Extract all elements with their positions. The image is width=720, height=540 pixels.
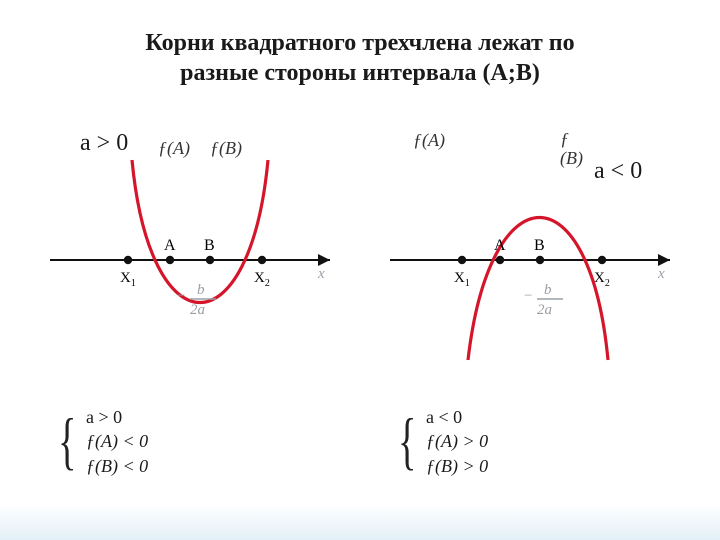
right-dot-x2	[598, 256, 606, 264]
left-cond-3: ƒ(B) < 0	[86, 456, 148, 476]
right-brace-icon: {	[398, 404, 416, 478]
left-A-label: A	[164, 237, 176, 254]
svg-text:−: −	[523, 288, 533, 304]
left-dot-x2	[258, 256, 266, 264]
left-X2-label: X2	[254, 270, 270, 289]
left-B-label: B	[204, 237, 215, 254]
left-cond-1: a > 0	[86, 407, 122, 427]
right-cond-1: a < 0	[426, 407, 462, 427]
right-dot-x1	[458, 256, 466, 264]
left-brace-icon: {	[58, 404, 76, 478]
left-axis-arrow	[318, 254, 330, 266]
left-dot-B	[206, 256, 214, 264]
right-X2-label: X2	[594, 270, 610, 289]
right-cond-3: ƒ(B) > 0	[426, 456, 488, 476]
left-dot-x1	[124, 256, 132, 264]
right-fA-label: ƒ(A)	[413, 130, 445, 151]
slide-gradient	[0, 504, 720, 540]
right-x-axis-label: x	[657, 266, 665, 282]
svg-text:2a: 2a	[537, 302, 552, 318]
svg-text:b: b	[544, 282, 552, 298]
right-vertex-label: − b 2a	[523, 282, 563, 318]
right-axis-arrow	[658, 254, 670, 266]
right-dot-B	[536, 256, 544, 264]
right-dot-A	[496, 256, 504, 264]
left-X1-label: X1	[120, 270, 136, 289]
left-x-axis-label: x	[317, 266, 325, 282]
title-line-2: разные стороны интервала (A;B)	[180, 60, 540, 86]
right-A-label: A	[494, 237, 506, 254]
title-line-1: Корни квадратного трехчлена лежат по	[145, 30, 574, 56]
svg-text:2a: 2a	[190, 302, 205, 318]
right-graph: A B X1 X2 x − b 2a	[380, 150, 680, 370]
left-conditions: a > 0 ƒ(A) < 0 ƒ(B) < 0	[86, 405, 148, 478]
left-graph: A B X1 X2 x − b 2a	[40, 150, 340, 370]
right-X1-label: X1	[454, 270, 470, 289]
right-B-label: B	[534, 237, 545, 254]
right-cond-2: ƒ(A) > 0	[426, 431, 488, 451]
svg-text:b: b	[197, 282, 205, 298]
svg-text:−: −	[176, 288, 186, 304]
right-conditions: a < 0 ƒ(A) > 0 ƒ(B) > 0	[426, 405, 488, 478]
left-cond-2: ƒ(A) < 0	[86, 431, 148, 451]
slide-title: Корни квадратного трехчлена лежат по раз…	[0, 28, 720, 88]
left-dot-A	[166, 256, 174, 264]
